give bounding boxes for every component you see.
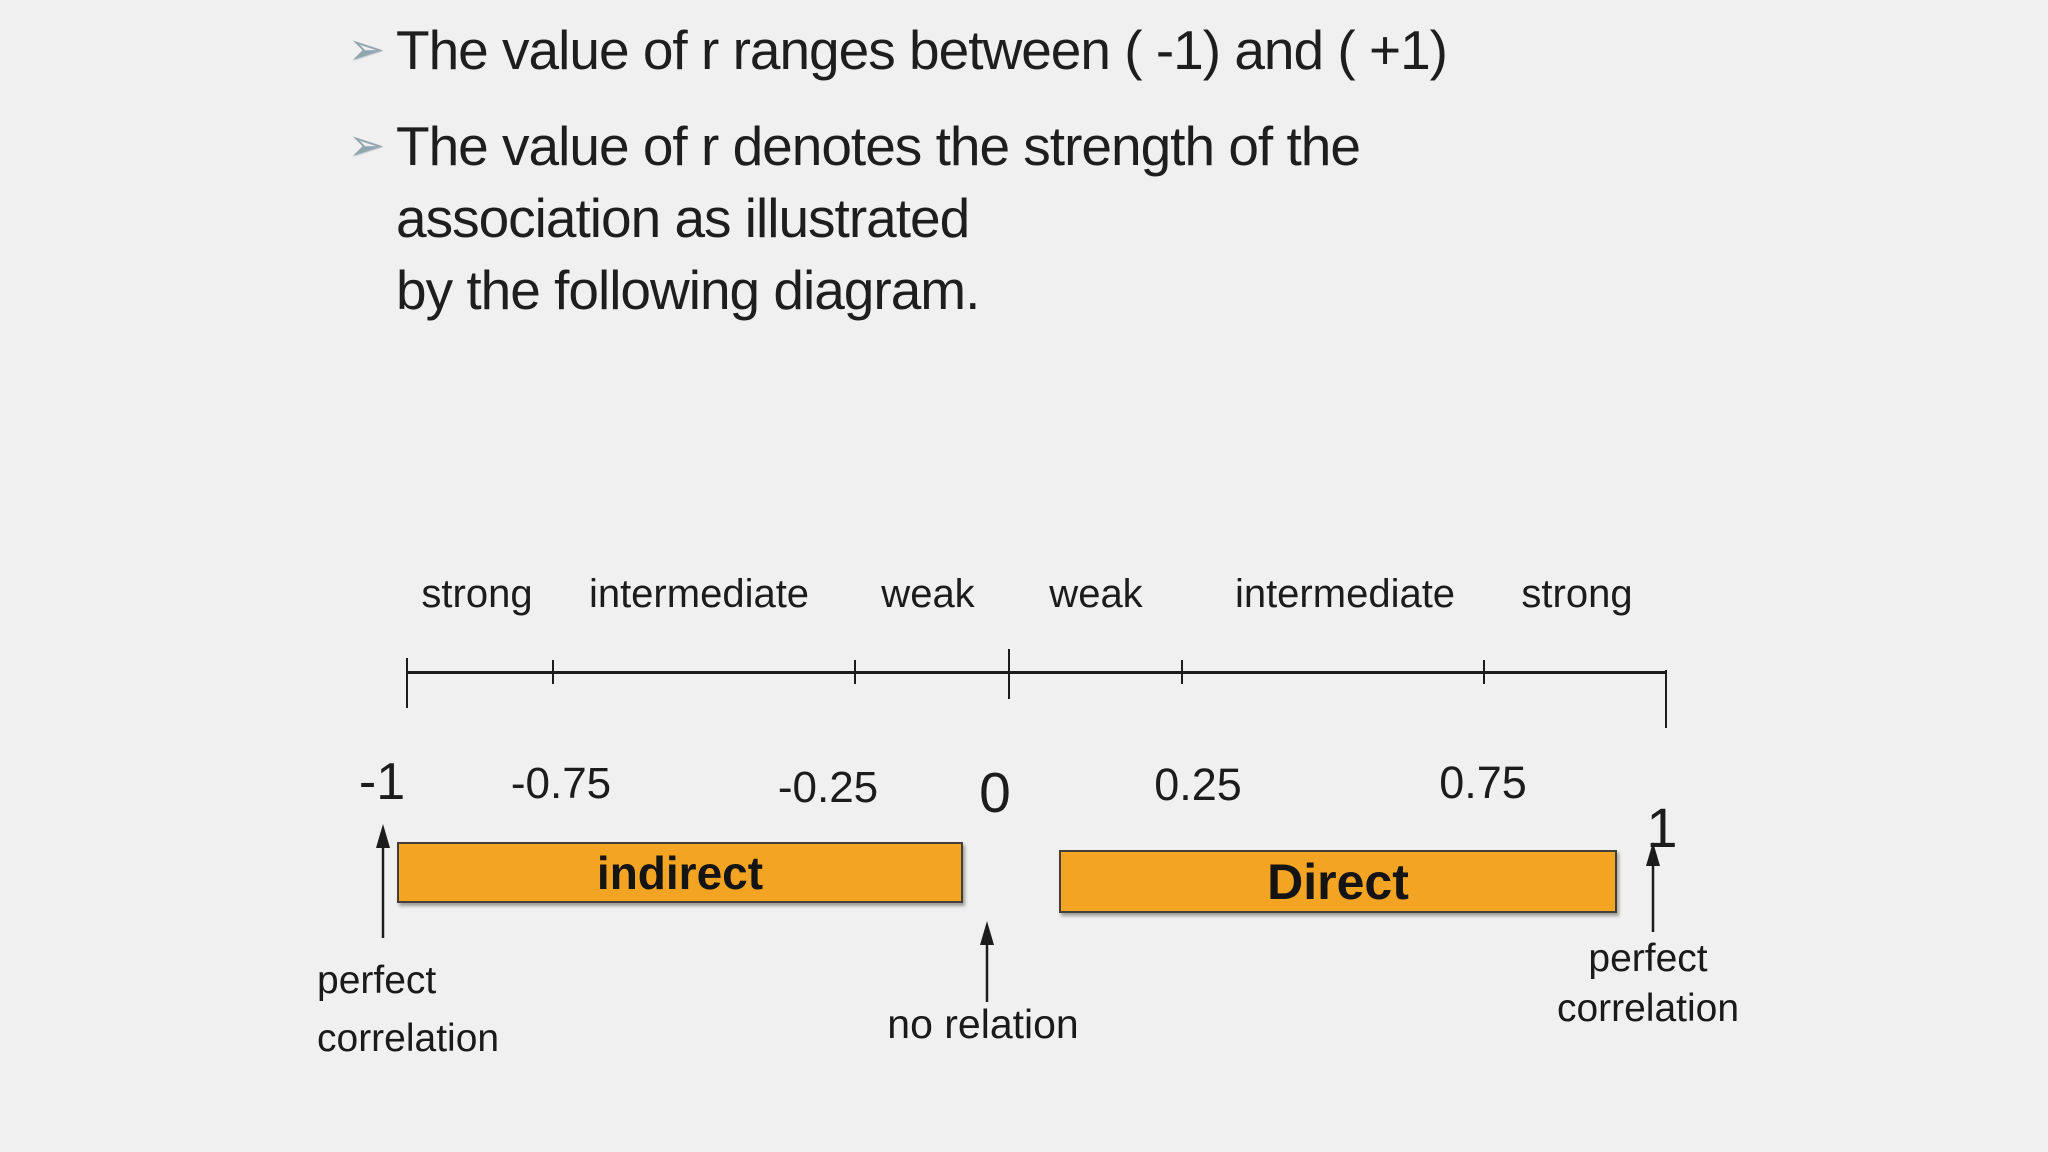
tick-mark-pos1	[1665, 670, 1667, 728]
bullet-item-1: ➢ The value of r ranges between ( -1) an…	[348, 14, 1948, 86]
up-arrow-icon	[980, 921, 994, 1002]
arrowhead-bullet-icon: ➢	[348, 24, 385, 75]
tick-mark-neg075	[552, 660, 554, 684]
tick-value-zero: 0	[979, 761, 1011, 825]
bullet-item-2: ➢ The value of r denotes the strength of…	[348, 110, 1948, 326]
tick-mark-025	[1181, 660, 1183, 684]
no-relation-label: no relation	[887, 1001, 1079, 1047]
strength-label-intermediate-left: intermediate	[588, 572, 810, 616]
tick-value-neg075: -0.75	[510, 759, 612, 808]
bullet-list: ➢ The value of r ranges between ( -1) an…	[348, 14, 1948, 326]
number-line-axis	[407, 671, 1666, 674]
strength-label-weak-left: weak	[881, 572, 975, 616]
perfect-correlation-label-right: perfect correlation	[1556, 937, 1740, 1030]
tick-mark-neg025	[854, 660, 856, 684]
tick-mark-zero	[1008, 649, 1010, 699]
strength-label-strong-right: strong	[1521, 572, 1633, 616]
tick-mark-neg1	[406, 658, 408, 708]
strength-label-weak-right: weak	[1049, 572, 1143, 616]
bullet-text-range: The value of r ranges between ( -1) and …	[396, 19, 1448, 81]
direct-correlation-bar: Direct	[1059, 850, 1617, 913]
strength-label-intermediate-right: intermediate	[1234, 572, 1456, 616]
perfect-correlation-label-left: perfect correlation	[317, 959, 500, 1060]
indirect-correlation-bar: indirect	[397, 842, 963, 903]
strength-label-strong-left: strong	[421, 572, 533, 616]
bullet-text-strength: The value of r denotes the strength of t…	[396, 115, 1361, 321]
arrowhead-bullet-icon: ➢	[348, 120, 385, 171]
tick-mark-075	[1483, 660, 1485, 684]
indirect-bar-label: indirect	[596, 846, 764, 899]
direct-bar-label: Direct	[1267, 853, 1409, 910]
tick-value-025: 0.25	[1154, 759, 1242, 810]
up-arrow-icon	[1646, 842, 1660, 932]
tick-value-neg025: -0.25	[777, 763, 879, 812]
tick-value-neg1: -1	[358, 753, 406, 811]
tick-value-075: 0.75	[1439, 757, 1527, 808]
up-arrow-icon	[376, 824, 390, 938]
